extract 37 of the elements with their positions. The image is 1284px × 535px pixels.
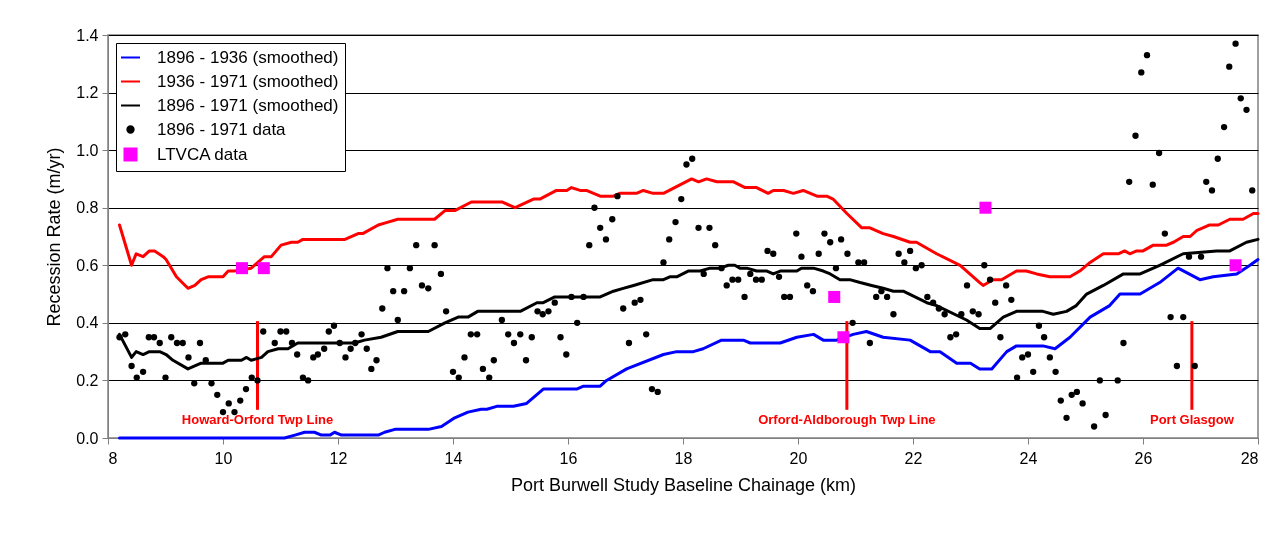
legend-label: 1936 - 1971 (smoothed): [157, 71, 339, 91]
ref-line-label: Port Glasgow: [1149, 411, 1235, 427]
x-tick-label: 22: [904, 449, 923, 467]
legend-label: 1896 - 1971 data: [157, 119, 287, 139]
x-tick-label: 24: [1019, 449, 1038, 467]
y-tick-label: 0.4: [76, 314, 99, 332]
x-tick-label: 28: [1240, 449, 1259, 467]
x-tick-label: 16: [559, 449, 578, 467]
point: [837, 331, 850, 344]
y-tick-label: 1.2: [76, 84, 99, 102]
x-tick-label: 8: [108, 449, 118, 467]
legend-label: 1896 - 1971 (smoothed): [157, 95, 339, 115]
x-tick-label: 14: [444, 449, 463, 467]
point: [979, 201, 992, 214]
point: [257, 262, 270, 275]
y-tick-label: 0.6: [76, 256, 99, 274]
x-axis-title: Port Burwell Study Baseline Chainage (km): [510, 474, 857, 495]
x-tick-label: 26: [1134, 449, 1153, 467]
legend-label: 1896 - 1936 (smoothed): [157, 47, 339, 67]
y-axis-title: Recession Rate (m/yr): [44, 147, 65, 327]
legend-label: LTVCA data: [157, 144, 248, 164]
ref-line-label: Howard-Orford Twp Line: [181, 411, 334, 427]
y-tick-label: 1.4: [76, 26, 99, 44]
x-tick-label: 20: [789, 449, 808, 467]
point: [1229, 259, 1242, 272]
point: [828, 290, 841, 303]
x-tick-label: 12: [329, 449, 348, 467]
ref-line-label: Orford-Aldborough Twp Line: [758, 411, 936, 427]
y-tick-label: 0.2: [76, 371, 99, 389]
x-tick-label: 18: [674, 449, 693, 467]
y-tick-label: 0.8: [76, 199, 99, 217]
line-series: [118, 258, 1260, 440]
x-tick-label: 10: [214, 449, 233, 467]
y-tick-label: 0.0: [76, 429, 99, 447]
point: [235, 262, 248, 275]
y-tick-label: 1.0: [76, 141, 99, 159]
line-series: [118, 177, 1260, 290]
